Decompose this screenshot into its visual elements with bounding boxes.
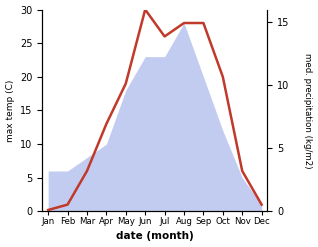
Y-axis label: med. precipitation (kg/m2): med. precipitation (kg/m2) [303, 53, 313, 168]
Y-axis label: max temp (C): max temp (C) [5, 79, 15, 142]
X-axis label: date (month): date (month) [116, 231, 194, 242]
